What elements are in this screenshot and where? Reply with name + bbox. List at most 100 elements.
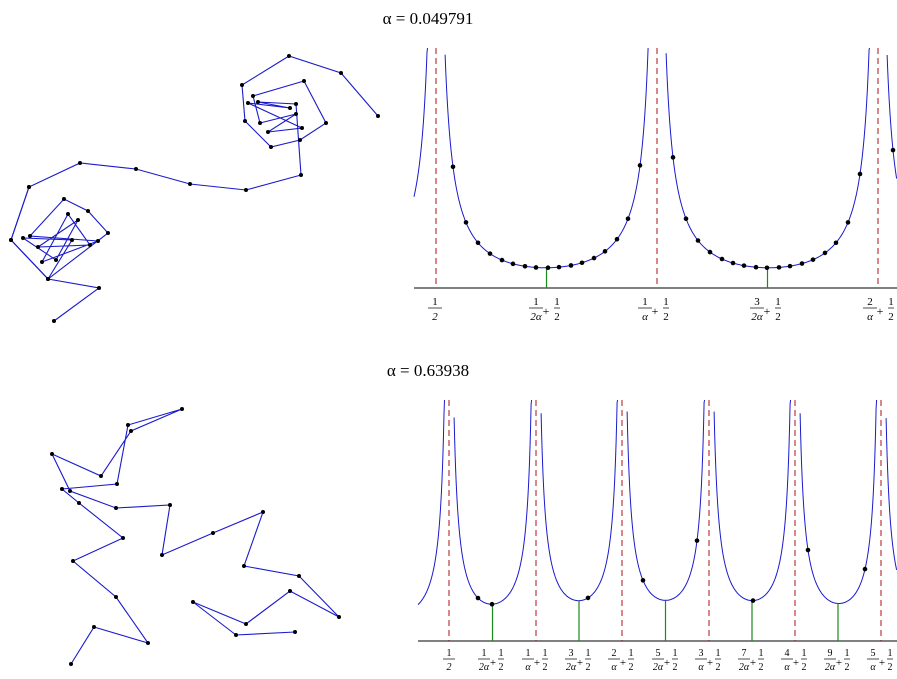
top-plot-sample-point — [487, 251, 493, 256]
bottom-plot-tick-label: 1 α +1 2 — [522, 648, 548, 673]
tick-denominator: α — [870, 662, 876, 673]
bottom-plot-curve-branch — [453, 399, 533, 605]
top-walk-vertex — [188, 182, 192, 186]
top-walk-cluster-vertex — [27, 185, 31, 189]
bottom-walk-vertex — [337, 615, 341, 619]
tick-tail-numerator: 1 — [845, 648, 850, 659]
tick-numerator: 1 — [482, 648, 487, 659]
top-plot-sample-point — [463, 220, 469, 225]
bottom-plot-tick-label: 4 α +1 2 — [781, 648, 807, 673]
bottom-walk-vertex — [99, 474, 103, 478]
tick-denominator: α — [784, 662, 790, 673]
tick-tail-numerator: 1 — [586, 648, 591, 659]
tick-tail-numerator: 1 — [543, 648, 548, 659]
tick-tail-numerator: 1 — [499, 648, 504, 659]
bottom-walk-vertex — [146, 641, 150, 645]
top-plot-tick-label: 3 2α +1 2 — [750, 296, 781, 323]
top-walk-cluster-vertex — [70, 238, 74, 242]
top-plot-sample-point — [450, 164, 456, 170]
top-walk-path — [10, 55, 379, 322]
bottom-plot-sample-point — [585, 595, 591, 601]
top-plot-sample-point — [545, 265, 551, 271]
top-plot-sample-point — [510, 261, 516, 267]
top-walk-cluster-vertex — [66, 212, 70, 216]
top-walk-cluster-vertex — [76, 218, 80, 222]
bottom-walk-vertex — [242, 564, 246, 568]
bottom-walk-vertex — [114, 595, 118, 599]
top-plot-sample-point — [857, 171, 863, 177]
top-plot-curve-branch — [444, 47, 649, 269]
tick-tail-numerator: 1 — [629, 648, 634, 659]
top-plot-sample-point — [637, 163, 643, 168]
top-plot-tick-label: 12 — [428, 296, 442, 323]
tick-tail-numerator: 1 — [716, 648, 721, 659]
tick-tail-numerator: 1 — [775, 296, 781, 308]
top-plot-curve-branch — [886, 54, 897, 179]
bottom-walk-vertex — [160, 553, 164, 557]
bottom-walk-vertex — [297, 574, 301, 578]
bottom-walk-vertex — [68, 489, 72, 493]
bottom-walk-vertex — [115, 482, 119, 486]
top-walk-vertex — [97, 286, 101, 290]
tick-tail-denominator: 2 — [629, 662, 634, 673]
bottom-walk-vertex — [126, 423, 130, 427]
top-plot-sample-point — [625, 216, 631, 222]
bottom-plot-tick-label: 2 α +1 2 — [608, 648, 634, 673]
bottom-walk-vertex — [50, 452, 54, 456]
bottom-plot-curve-branch — [713, 399, 792, 602]
top-panel-title: α = 0.049791 — [383, 9, 474, 28]
top-walk-vertex — [302, 79, 306, 83]
top-plot-curve-branch — [413, 47, 428, 197]
bottom-plot-sample-point — [750, 598, 756, 603]
bottom-plot-tick-label: 3 α +1 2 — [695, 648, 721, 673]
tick-denominator: 2α — [479, 662, 490, 673]
bottom-walk-vertex — [244, 622, 248, 626]
top-plot-sample-point — [753, 264, 759, 270]
top-walk-vertex — [298, 138, 302, 142]
top-plot-tick-label: 1 2α +1 2 — [529, 296, 560, 323]
top-walk-cluster-vertex — [9, 238, 13, 242]
top-walk-cluster-vertex — [54, 258, 58, 262]
tick-tail-denominator: 2 — [663, 311, 669, 323]
tick-numerator: 1 — [533, 296, 539, 308]
tick-tail-denominator: 2 — [802, 662, 807, 673]
top-plot-sample-point — [764, 265, 770, 271]
top-walk-vertex — [288, 106, 292, 110]
tick-denominator: 2α — [566, 662, 577, 673]
top-walk-vertex — [243, 119, 247, 123]
tick-tail-numerator: 1 — [888, 648, 893, 659]
top-walk-vertex — [240, 83, 244, 87]
top-plot-sample-point — [776, 265, 782, 270]
bottom-plot-tick-label: 3 2α +1 2 — [565, 648, 591, 673]
tick-denominator: 2 — [447, 662, 452, 673]
bottom-walk-vertex — [234, 633, 238, 637]
tick-plus: + — [543, 304, 550, 318]
bottom-plot-sample-point — [489, 601, 495, 607]
top-plot-sample-point — [475, 240, 481, 246]
tick-tail-numerator: 1 — [802, 648, 807, 659]
top-plot-sample-point — [499, 257, 505, 263]
bottom-plot-tick-label: 9 2α +1 2 — [824, 648, 850, 673]
top-plot-sample-point — [602, 249, 608, 254]
top-walk-vertex — [78, 161, 82, 165]
tick-plus: + — [534, 657, 540, 669]
top-walk-cluster-vertex — [46, 277, 50, 281]
tick-plus: + — [620, 657, 626, 669]
tick-numerator: 9 — [828, 648, 833, 659]
top-walk-vertex — [269, 145, 273, 149]
tick-denominator: 2α — [653, 662, 664, 673]
tick-denominator: α — [698, 662, 704, 673]
bottom-walk-vertex — [129, 429, 133, 433]
bottom-plot-sample-point — [640, 578, 646, 583]
bottom-plot-sample-point — [805, 547, 811, 553]
tick-numerator: 3 — [754, 296, 760, 308]
top-walk-vertex — [256, 100, 260, 104]
top-plot-sample-point — [833, 240, 839, 246]
bottom-plot-sample-point — [862, 566, 868, 572]
tick-numerator: 1 — [642, 296, 648, 308]
top-plot-sample-point — [810, 257, 816, 262]
top-plot-sample-point — [695, 238, 701, 243]
bottom-plot-tick-label: 7 2α +1 2 — [738, 648, 764, 673]
